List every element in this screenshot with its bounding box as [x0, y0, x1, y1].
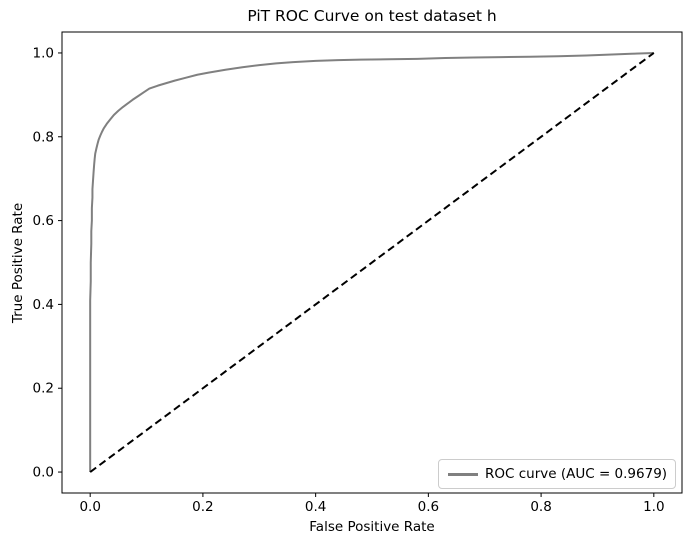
y-tick-label: 0.2	[33, 381, 54, 397]
x-tick-label: 1.0	[643, 499, 664, 515]
legend-line-sample	[448, 472, 478, 476]
y-tick-label: 1.0	[33, 45, 54, 61]
chance-diagonal-line	[89, 52, 655, 473]
y-tick-label: 0.8	[33, 129, 54, 145]
x-tick-label: 0.2	[192, 499, 213, 515]
axes-frame	[61, 31, 683, 494]
roc-curve-line	[89, 51, 654, 473]
y-tick-label: 0.0	[33, 465, 54, 481]
y-tick-label: 0.4	[33, 297, 54, 313]
legend: ROC curve (AUC = 0.9679)	[438, 459, 676, 489]
x-tick-label: 0.6	[418, 499, 439, 515]
chart-title: PiT ROC Curve on test dataset h	[247, 7, 497, 25]
x-tick-label: 0.4	[305, 499, 326, 515]
x-tick-label: 0.0	[79, 499, 100, 515]
x-tick-label: 0.8	[530, 499, 551, 515]
legend-label: ROC curve (AUC = 0.9679)	[485, 466, 668, 482]
y-tick-label: 0.6	[33, 213, 54, 229]
x-axis-label: False Positive Rate	[309, 519, 435, 535]
